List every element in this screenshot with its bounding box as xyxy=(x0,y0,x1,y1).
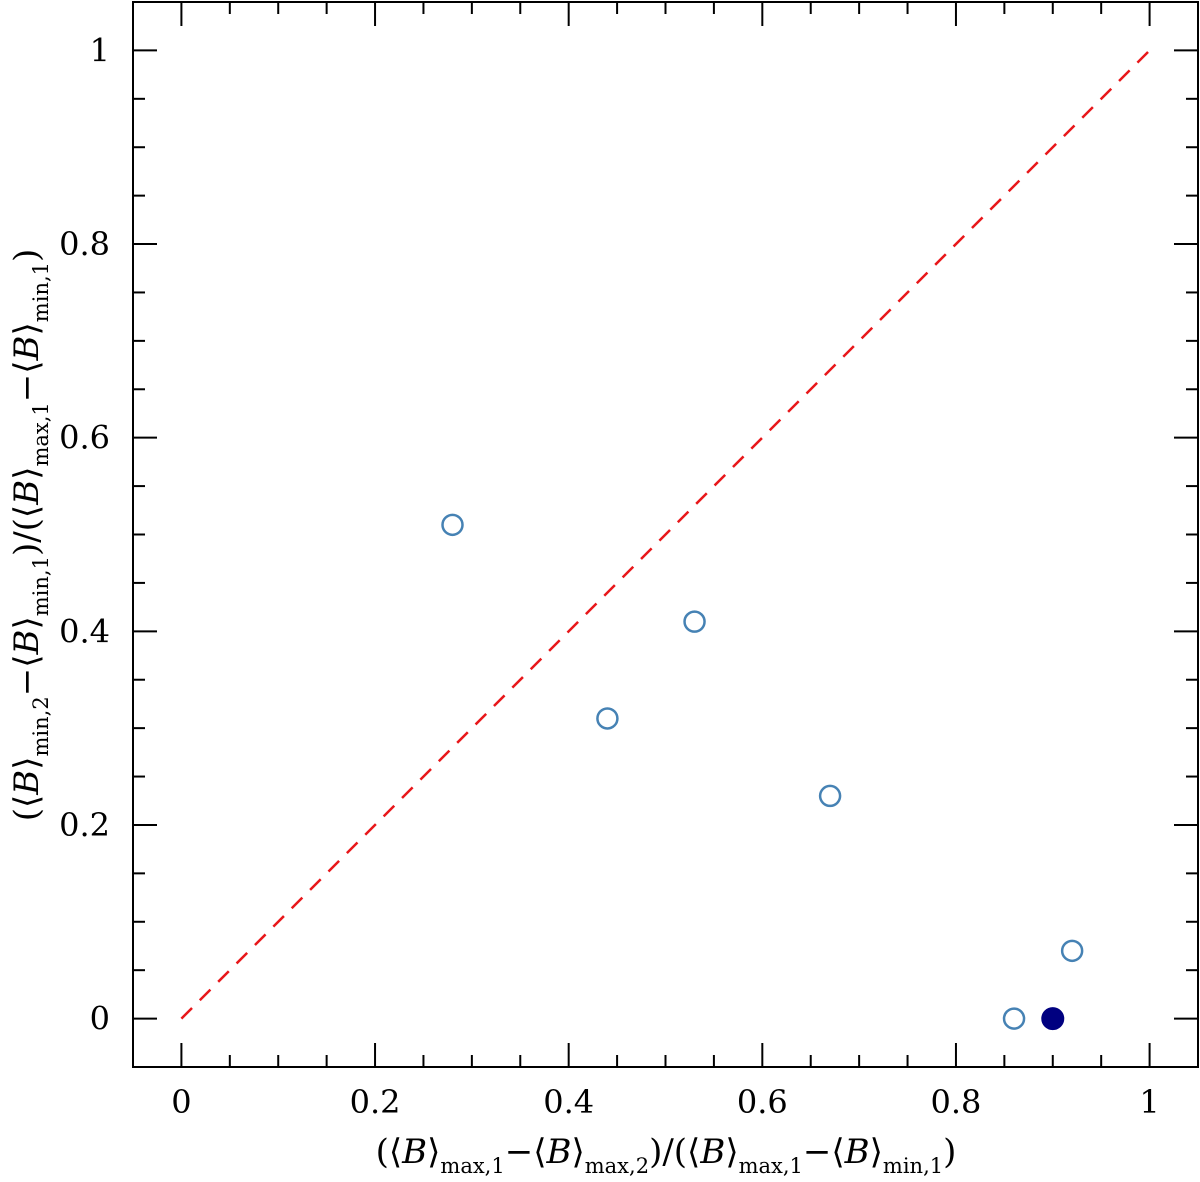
reference-line xyxy=(180,49,1151,1020)
y-tick-label: 0.2 xyxy=(59,806,110,844)
data-points xyxy=(441,513,1084,1031)
x-tick-label: 0 xyxy=(171,1083,191,1121)
y-tick-label: 1 xyxy=(90,31,110,69)
open-data-point xyxy=(818,784,842,808)
x-tick-label: 1 xyxy=(1139,1083,1159,1121)
x-tick-label: 0.4 xyxy=(543,1083,594,1121)
open-data-point xyxy=(596,707,619,730)
y-tick-label: 0.4 xyxy=(59,612,110,650)
open-data-point xyxy=(1060,939,1084,963)
open-data-point xyxy=(441,513,464,537)
open-data-point xyxy=(1002,1007,1026,1030)
y-tick-label: 0.8 xyxy=(59,225,110,263)
y-tick-label: 0 xyxy=(90,1000,110,1038)
y-tick-label: 0.6 xyxy=(59,419,110,457)
x-axis-label: (⟨B⟩max,1−⟨B⟩max,2)/(⟨B⟩max,1−⟨B⟩min,1) xyxy=(376,1132,957,1178)
filled-data-point xyxy=(1041,1007,1065,1031)
x-tick-label: 0.2 xyxy=(350,1083,401,1121)
x-tick-label: 0.8 xyxy=(931,1083,982,1121)
axis-ticks xyxy=(133,2,1198,1067)
tick-labels: 0 0.2 0.4 0.6 0.8 1 0 0.2 0.4 0.6 0.8 1 xyxy=(59,31,1160,1121)
open-data-point xyxy=(683,610,706,633)
y-axis-label: (⟨B⟩min,2−⟨B⟩min,1)/(⟨B⟩max,1−⟨B⟩min,1) xyxy=(7,249,53,822)
x-tick-label: 0.6 xyxy=(737,1083,788,1121)
